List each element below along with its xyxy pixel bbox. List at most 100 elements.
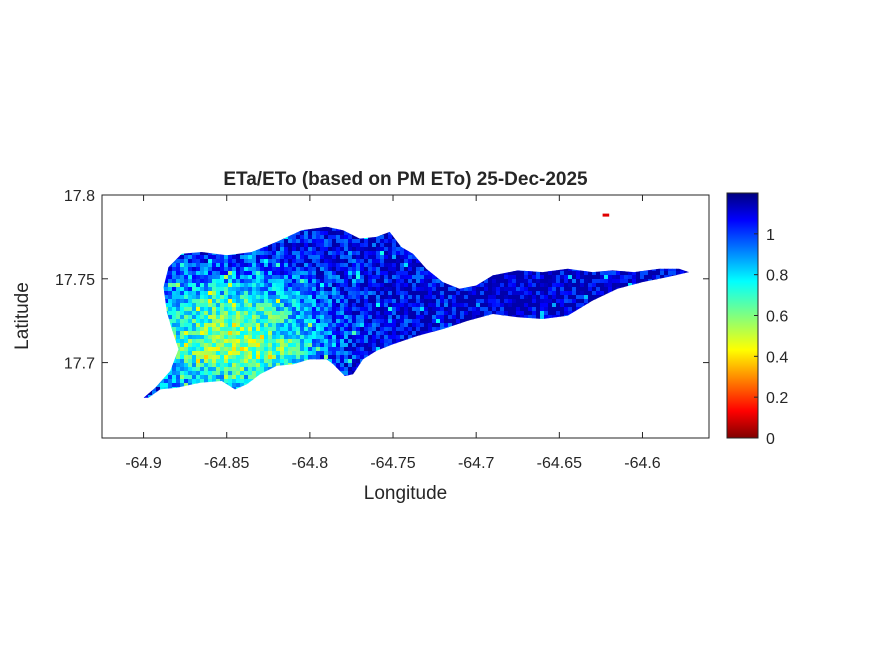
heatmap-cell (300, 243, 305, 248)
heatmap-cell (288, 283, 293, 288)
heatmap-cell (268, 319, 273, 324)
heatmap-cell (292, 247, 297, 252)
heatmap-cell (240, 375, 245, 380)
heatmap-cell (248, 315, 253, 320)
heatmap-cell (332, 327, 337, 332)
heatmap-cell (260, 319, 265, 324)
heatmap-cell (268, 327, 273, 332)
heatmap-cell (172, 279, 177, 284)
heatmap-cell (320, 263, 325, 268)
heatmap-cell (212, 263, 217, 268)
heatmap-cell (216, 295, 221, 300)
heatmap-cell (232, 307, 237, 312)
heatmap-cell (496, 275, 501, 280)
heatmap-cell (236, 351, 241, 356)
heatmap-cell (240, 367, 245, 372)
heatmap-cell (364, 343, 369, 348)
heatmap-cell (416, 327, 421, 332)
heatmap-cell (300, 343, 305, 348)
heatmap-cell (336, 239, 341, 244)
heatmap-cell (236, 279, 241, 284)
heatmap-cell (484, 303, 489, 308)
heatmap-cell (408, 311, 413, 316)
heatmap-cell (340, 351, 345, 356)
heatmap-cell (180, 319, 185, 324)
heatmap-cell (244, 375, 249, 380)
heatmap-cell (380, 279, 385, 284)
heatmap-cell (340, 267, 345, 272)
heatmap-cell (252, 319, 257, 324)
heatmap-cell (308, 327, 313, 332)
heatmap-cell (252, 355, 257, 360)
heatmap-cell (312, 315, 317, 320)
heatmap-cell (252, 251, 257, 256)
heatmap-cell (360, 299, 365, 304)
heatmap-cell (188, 331, 193, 336)
heatmap-cell (348, 255, 353, 260)
heatmap-cell (176, 355, 181, 360)
heatmap-cell (224, 295, 229, 300)
heatmap-cell (316, 323, 321, 328)
heatmap-cell (240, 307, 245, 312)
heatmap-cell (292, 323, 297, 328)
heatmap-cell (352, 287, 357, 292)
heatmap-cell (376, 319, 381, 324)
heatmap-cell (288, 311, 293, 316)
heatmap-cell (476, 287, 481, 292)
heatmap-cell (288, 235, 293, 240)
heatmap-cell (356, 287, 361, 292)
heatmap-cell (228, 375, 233, 380)
heatmap-cell (224, 359, 229, 364)
heatmap-cell (284, 339, 289, 344)
heatmap-cell (396, 339, 401, 344)
heatmap-cell (304, 331, 309, 336)
heatmap-cell (364, 323, 369, 328)
heatmap-cell (208, 331, 213, 336)
heatmap-cell (460, 307, 465, 312)
heatmap-cell (412, 323, 417, 328)
heatmap-cell (360, 319, 365, 324)
heatmap-cell (320, 339, 325, 344)
heatmap-cell (384, 307, 389, 312)
heatmap-cell (224, 367, 229, 372)
heatmap-cell (268, 287, 273, 292)
heatmap-cell (432, 279, 437, 284)
heatmap-cell (432, 319, 437, 324)
heatmap-cell (192, 323, 197, 328)
heatmap-cell (332, 351, 337, 356)
heatmap-cell (272, 267, 277, 272)
heatmap-cell (204, 263, 209, 268)
heatmap-cell (420, 275, 425, 280)
heatmap-cell (256, 343, 261, 348)
heatmap-cell (288, 287, 293, 292)
heatmap-cell (144, 395, 149, 398)
heatmap-cell (388, 315, 393, 320)
heatmap-cell (380, 271, 385, 276)
heatmap-cell (308, 315, 313, 320)
heatmap-cell (340, 339, 345, 344)
heatmap-cell (452, 319, 457, 324)
heatmap-cell (348, 331, 353, 336)
heatmap-cell (320, 331, 325, 336)
heatmap-cell (316, 279, 321, 284)
heatmap-cell (380, 295, 385, 300)
heatmap-cell (188, 355, 193, 360)
heatmap-cell (428, 295, 433, 300)
heatmap-cell (268, 247, 273, 252)
heatmap-cell (460, 311, 465, 316)
heatmap-cell (320, 311, 325, 316)
heatmap-cell (264, 363, 269, 368)
heatmap-cell (212, 279, 217, 284)
heatmap-cell (344, 371, 349, 376)
heatmap-cell (184, 363, 189, 368)
heatmap-cell (236, 343, 241, 348)
heatmap-cell (428, 323, 433, 328)
heatmap-cell (196, 307, 201, 312)
heatmap-cell (248, 307, 253, 312)
heatmap-cell (400, 335, 405, 340)
heatmap-cell (244, 331, 249, 336)
heatmap-cell (256, 355, 261, 360)
heatmap-cell (336, 287, 341, 292)
heatmap-cell (240, 383, 245, 388)
heatmap-cell (384, 283, 389, 288)
